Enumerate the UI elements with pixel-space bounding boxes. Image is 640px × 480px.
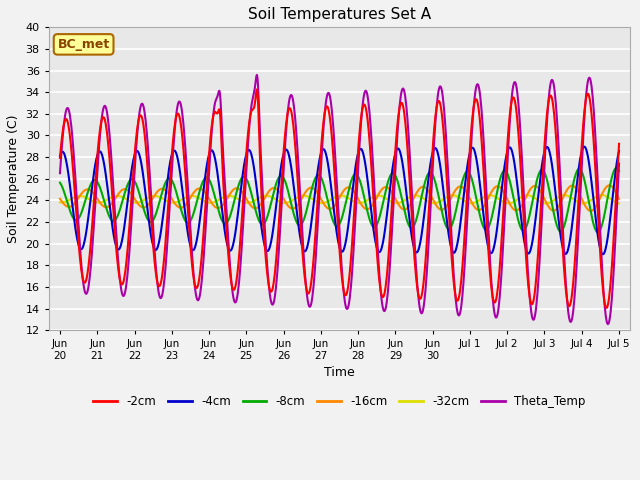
-32cm [579,201,587,206]
-16cm [492,184,500,190]
Line: -32cm: -32cm [60,195,619,204]
-32cm [56,200,64,205]
-32cm [492,194,500,200]
Line: -16cm: -16cm [60,185,619,211]
Legend: -2cm, -4cm, -8cm, -16cm, -32cm, Theta_Temp: -2cm, -4cm, -8cm, -16cm, -32cm, Theta_Te… [89,391,590,413]
-8cm [612,165,620,171]
-2cm [113,254,121,260]
Y-axis label: Soil Temperature (C): Soil Temperature (C) [7,114,20,243]
-8cm [492,195,500,201]
-2cm [502,154,510,160]
Theta_Temp [283,121,291,127]
-32cm [615,201,623,206]
-16cm [113,193,121,199]
-4cm [113,245,121,251]
Line: -4cm: -4cm [60,146,619,254]
-16cm [440,206,448,212]
-8cm [502,168,510,174]
Theta_Temp [493,314,500,320]
-16cm [502,193,510,199]
-4cm [440,192,448,198]
-8cm [56,180,64,186]
-4cm [502,155,510,160]
-2cm [56,155,64,161]
Text: BC_met: BC_met [58,38,109,51]
X-axis label: Time: Time [324,366,355,379]
Theta_Temp [604,321,612,327]
Theta_Temp [56,170,64,176]
Theta_Temp [113,243,121,249]
Line: -8cm: -8cm [60,168,619,232]
-4cm [615,148,623,154]
Theta_Temp [502,176,510,181]
-32cm [302,193,310,199]
-8cm [440,217,448,223]
Line: Theta_Temp: Theta_Temp [60,75,619,324]
-32cm [598,192,605,198]
-16cm [282,200,290,206]
-2cm [615,141,623,147]
-8cm [594,229,602,235]
-16cm [615,196,623,202]
-16cm [605,182,613,188]
-2cm [283,117,291,123]
-32cm [502,200,510,206]
-16cm [302,188,310,194]
Theta_Temp [253,72,260,78]
-2cm [603,305,611,311]
Line: -2cm: -2cm [60,89,619,308]
Theta_Temp [303,290,310,296]
-2cm [440,140,448,146]
-4cm [599,252,607,257]
-8cm [113,215,121,220]
-32cm [113,193,121,199]
Title: Soil Temperatures Set A: Soil Temperatures Set A [248,7,431,22]
-16cm [56,196,64,202]
-2cm [303,288,310,293]
Theta_Temp [615,161,623,167]
-8cm [302,209,310,215]
Theta_Temp [440,111,448,117]
-4cm [492,234,500,240]
-4cm [302,247,310,253]
-4cm [580,144,588,149]
-32cm [440,196,448,202]
-8cm [282,181,290,187]
-2cm [253,86,260,92]
-16cm [587,208,595,214]
-4cm [282,146,290,152]
-2cm [493,295,500,300]
-8cm [615,168,623,174]
-4cm [56,153,64,159]
-32cm [282,200,290,206]
